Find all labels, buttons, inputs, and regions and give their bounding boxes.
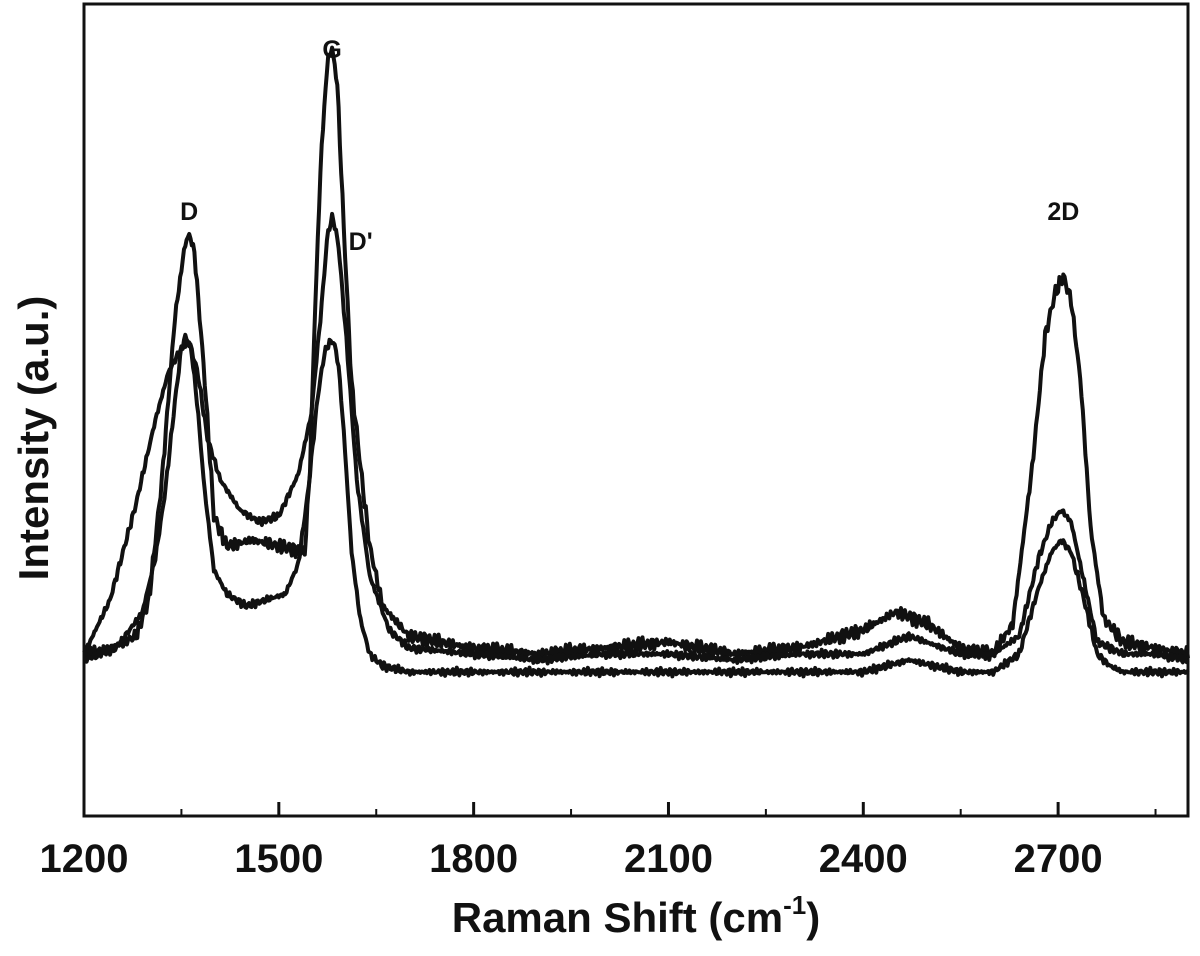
peak-annotations: D G D' 2D xyxy=(180,36,1079,256)
spectrum-line-1 xyxy=(82,45,1190,662)
x-tick-label: 2400 xyxy=(819,837,908,881)
spectrum-line-3 xyxy=(82,332,1190,679)
x-tick-label: 1500 xyxy=(234,837,323,881)
x-tick-label: 1200 xyxy=(40,837,129,881)
peak-label: D xyxy=(180,198,198,226)
series-layer xyxy=(82,45,1190,679)
peak-label: 2D xyxy=(1047,198,1079,226)
x-tick-label: 2700 xyxy=(1014,837,1103,881)
x-axis-title: Raman Shift (cm-1) xyxy=(452,890,821,941)
spectrum-line-2 xyxy=(82,211,1190,666)
x-tick-label: 1800 xyxy=(429,837,518,881)
x-tick-label: 2100 xyxy=(624,837,713,881)
peak-label: D' xyxy=(349,228,373,256)
plot-frame xyxy=(82,2,1190,818)
peak-label: G xyxy=(322,36,341,64)
x-axis-ticks: 1200 1500 1800 2100 2400 2700 xyxy=(40,802,1157,881)
y-axis-title: Intensity (a.u.) xyxy=(10,296,57,581)
